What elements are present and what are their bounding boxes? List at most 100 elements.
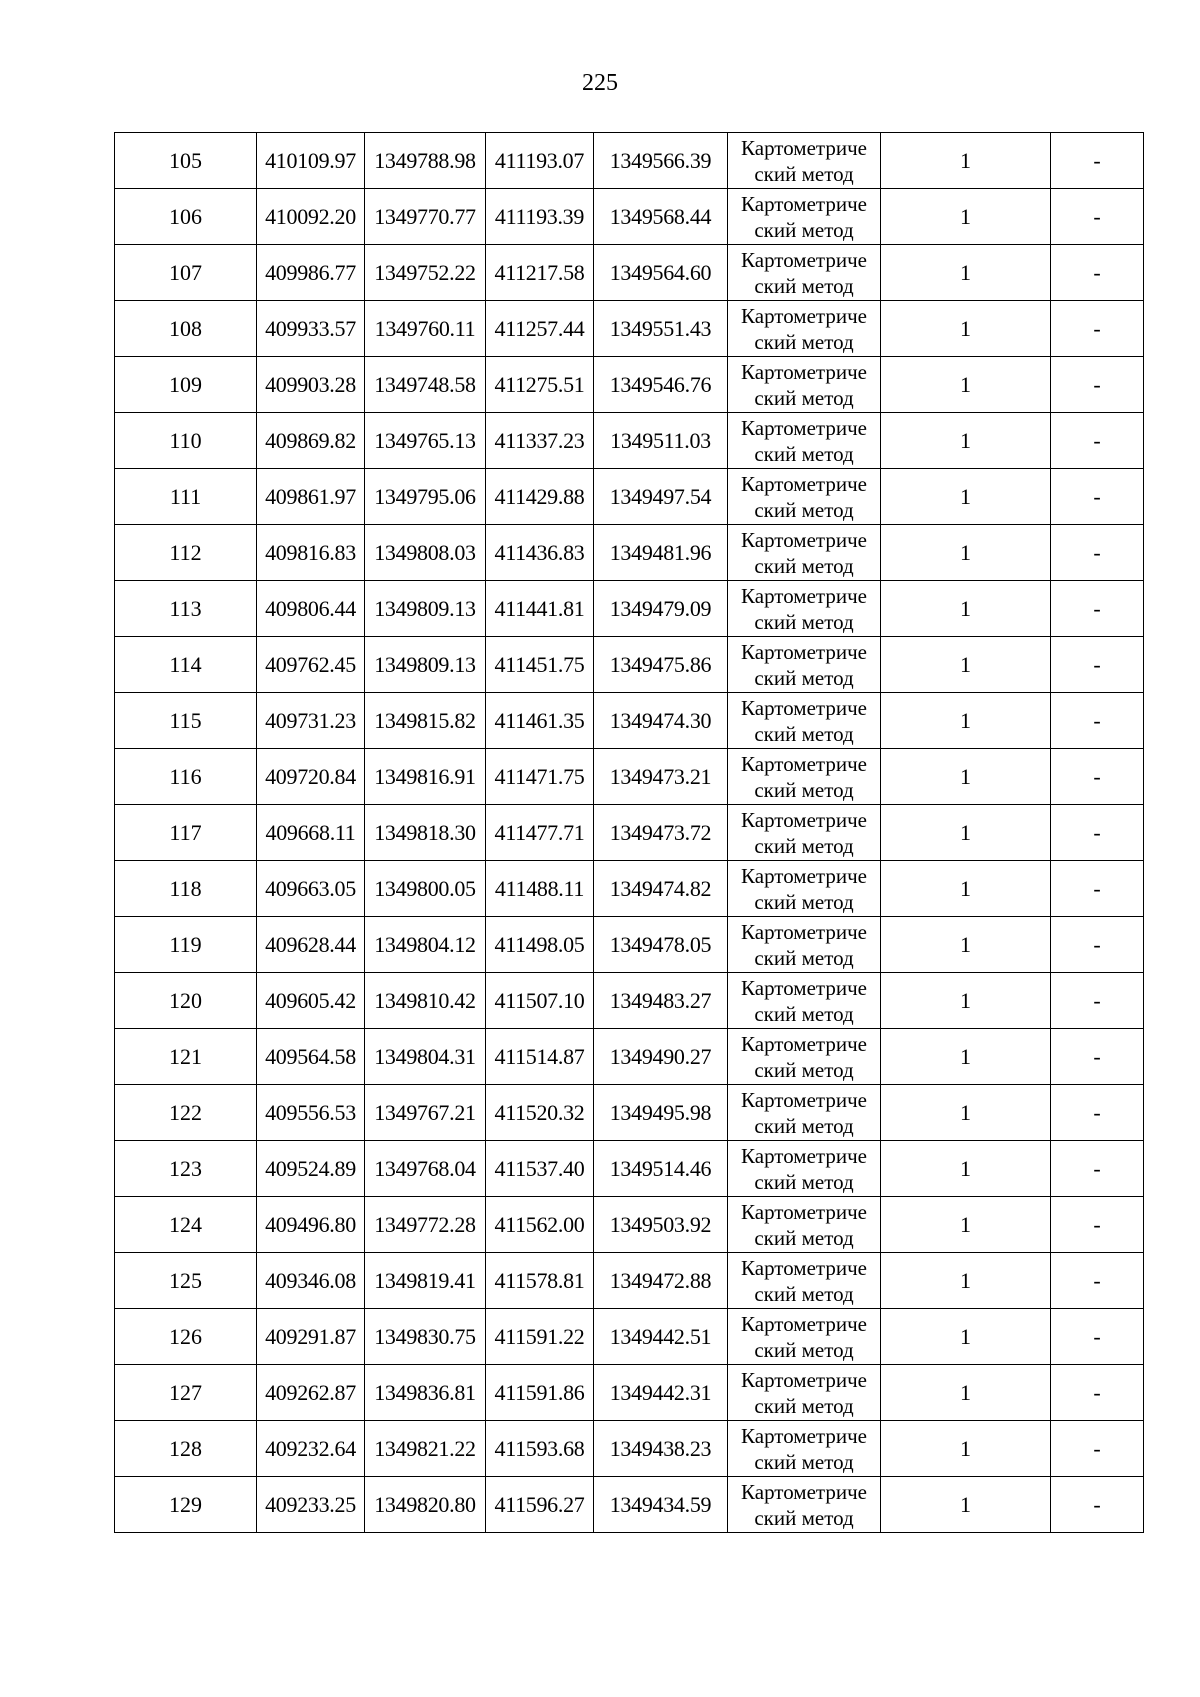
point-number-cell: 105 [114, 132, 257, 189]
accuracy-cell: 1 [880, 1252, 1051, 1309]
method-label-line: Картометриче [741, 303, 867, 328]
point-number-cell: 113 [114, 580, 257, 637]
note-cell: - [1050, 1420, 1144, 1477]
x1-coordinate-cell: 409233.25 [256, 1476, 365, 1533]
note-cell: - [1050, 1028, 1144, 1085]
point-number-cell: 110 [114, 412, 257, 469]
y2-coordinate-cell: 1349479.09 [593, 580, 728, 637]
method-label-line: ский метод [754, 441, 854, 466]
x1-coordinate-cell: 409668.11 [256, 804, 365, 861]
accuracy-cell: 1 [880, 860, 1051, 917]
point-number-cell: 112 [114, 524, 257, 581]
x2-coordinate-cell: 411257.44 [485, 300, 594, 357]
x1-coordinate-cell: 409262.87 [256, 1364, 365, 1421]
x2-coordinate-cell: 411337.23 [485, 412, 594, 469]
accuracy-cell: 1 [880, 692, 1051, 749]
table-row: 113 409806.44 1349809.13 411441.81 1349479.0… [114, 580, 1144, 637]
y2-coordinate-cell: 1349438.23 [593, 1420, 728, 1477]
point-number-cell: 107 [114, 244, 257, 301]
x1-coordinate-cell: 409986.77 [256, 244, 365, 301]
accuracy-cell: 1 [880, 300, 1051, 357]
accuracy-cell: 1 [880, 580, 1051, 637]
method-label-line: Картометриче [741, 1311, 867, 1336]
x1-coordinate-cell: 409232.64 [256, 1420, 365, 1477]
method-label-line: Картометриче [741, 975, 867, 1000]
table-row: 128 409232.64 1349821.22 411593.68 1349438.2… [114, 1420, 1144, 1477]
method-cell: Картометриче ский метод [727, 804, 881, 861]
y1-coordinate-cell: 1349772.28 [364, 1196, 486, 1253]
accuracy-cell: 1 [880, 1140, 1051, 1197]
x2-coordinate-cell: 411193.07 [485, 132, 594, 189]
y2-coordinate-cell: 1349442.31 [593, 1364, 728, 1421]
x2-coordinate-cell: 411217.58 [485, 244, 594, 301]
accuracy-cell: 1 [880, 356, 1051, 413]
x2-coordinate-cell: 411488.11 [485, 860, 594, 917]
y1-coordinate-cell: 1349821.22 [364, 1420, 486, 1477]
accuracy-cell: 1 [880, 1308, 1051, 1365]
note-cell: - [1050, 188, 1144, 245]
table-row: 106 410092.20 1349770.77 411193.39 1349568.4… [114, 188, 1144, 245]
accuracy-cell: 1 [880, 412, 1051, 469]
x2-coordinate-cell: 411520.32 [485, 1084, 594, 1141]
y1-coordinate-cell: 1349800.05 [364, 860, 486, 917]
x1-coordinate-cell: 409628.44 [256, 916, 365, 973]
method-cell: Картометриче ский метод [727, 356, 881, 413]
y1-coordinate-cell: 1349808.03 [364, 524, 486, 581]
accuracy-cell: 1 [880, 524, 1051, 581]
table-row: 108 409933.57 1349760.11 411257.44 1349551.4… [114, 300, 1144, 357]
y2-coordinate-cell: 1349490.27 [593, 1028, 728, 1085]
method-label-line: Картометриче [741, 807, 867, 832]
accuracy-cell: 1 [880, 636, 1051, 693]
y1-coordinate-cell: 1349809.13 [364, 580, 486, 637]
accuracy-cell: 1 [880, 132, 1051, 189]
method-label-line: ский метод [754, 385, 854, 410]
x2-coordinate-cell: 411441.81 [485, 580, 594, 637]
method-label-line: ский метод [754, 777, 854, 802]
method-label-line: ский метод [754, 217, 854, 242]
method-label-line: ский метод [754, 1169, 854, 1194]
note-cell: - [1050, 1252, 1144, 1309]
method-cell: Картометриче ский метод [727, 1308, 881, 1365]
method-label-line: ский метод [754, 665, 854, 690]
method-label-line: Картометриче [741, 191, 867, 216]
table-row: 114 409762.45 1349809.13 411451.75 1349475.8… [114, 636, 1144, 693]
method-label-line: Картометриче [741, 1479, 867, 1504]
method-cell: Картометриче ский метод [727, 692, 881, 749]
table-row: 126 409291.87 1349830.75 411591.22 1349442.5… [114, 1308, 1144, 1365]
y1-coordinate-cell: 1349760.11 [364, 300, 486, 357]
method-cell: Картометриче ский метод [727, 860, 881, 917]
y2-coordinate-cell: 1349495.98 [593, 1084, 728, 1141]
method-label-line: Картометриче [741, 583, 867, 608]
method-cell: Картометриче ский метод [727, 748, 881, 805]
table-row: 110 409869.82 1349765.13 411337.23 1349511.0… [114, 412, 1144, 469]
page-number: 225 [582, 70, 618, 96]
accuracy-cell: 1 [880, 244, 1051, 301]
y2-coordinate-cell: 1349564.60 [593, 244, 728, 301]
note-cell: - [1050, 1196, 1144, 1253]
method-cell: Картометриче ский метод [727, 1084, 881, 1141]
method-label-line: ский метод [754, 889, 854, 914]
y1-coordinate-cell: 1349795.06 [364, 468, 486, 525]
y2-coordinate-cell: 1349442.51 [593, 1308, 728, 1365]
y1-coordinate-cell: 1349770.77 [364, 188, 486, 245]
note-cell: - [1050, 860, 1144, 917]
method-label-line: ский метод [754, 1113, 854, 1138]
y2-coordinate-cell: 1349478.05 [593, 916, 728, 973]
x2-coordinate-cell: 411451.75 [485, 636, 594, 693]
table-row: 115 409731.23 1349815.82 411461.35 1349474.3… [114, 692, 1144, 749]
point-number-cell: 128 [114, 1420, 257, 1477]
x1-coordinate-cell: 409663.05 [256, 860, 365, 917]
x2-coordinate-cell: 411562.00 [485, 1196, 594, 1253]
x1-coordinate-cell: 409861.97 [256, 468, 365, 525]
method-cell: Картометриче ский метод [727, 132, 881, 189]
table-row: 119 409628.44 1349804.12 411498.05 1349478.0… [114, 916, 1144, 973]
method-cell: Картометриче ский метод [727, 412, 881, 469]
method-cell: Картометриче ский метод [727, 972, 881, 1029]
x2-coordinate-cell: 411593.68 [485, 1420, 594, 1477]
method-cell: Картометриче ский метод [727, 1196, 881, 1253]
y2-coordinate-cell: 1349473.72 [593, 804, 728, 861]
y2-coordinate-cell: 1349475.86 [593, 636, 728, 693]
accuracy-cell: 1 [880, 1476, 1051, 1533]
method-label-line: ский метод [754, 553, 854, 578]
method-label-line: Картометриче [741, 1031, 867, 1056]
